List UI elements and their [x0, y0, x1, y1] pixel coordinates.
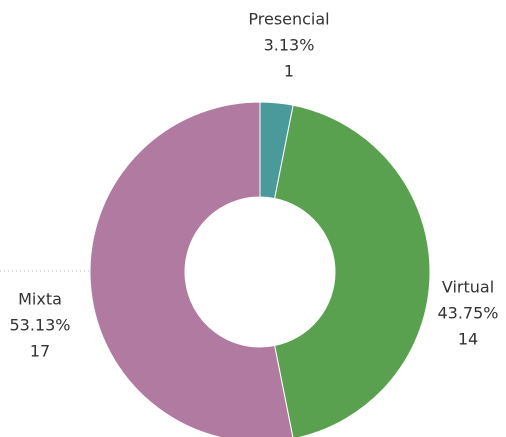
- category-label: Presencial: [248, 10, 329, 29]
- slice: [274, 104, 431, 437]
- percent-label: 3.13%: [264, 36, 315, 55]
- slices: [89, 101, 431, 437]
- value-label: 1: [284, 62, 294, 81]
- percent-label: 43.75%: [437, 304, 498, 323]
- category-label: Virtual: [442, 278, 494, 297]
- value-label: 14: [458, 330, 478, 349]
- category-label: Mixta: [18, 290, 62, 309]
- value-label: 17: [30, 342, 50, 361]
- slice: [89, 101, 294, 437]
- percent-label: 53.13%: [9, 316, 70, 335]
- labels: Presencial 3.13% 1 Virtual 43.75% 14 Mixta 53.1…: [9, 10, 498, 361]
